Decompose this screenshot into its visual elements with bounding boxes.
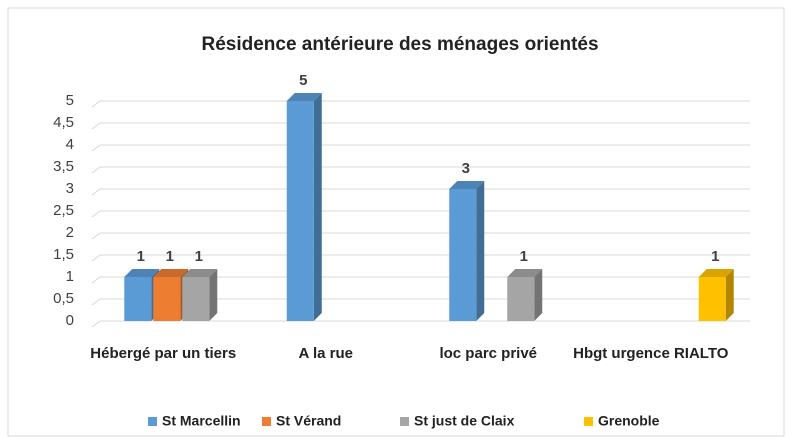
bar-top [449,181,485,189]
bar-side [313,93,322,321]
data-label: 1 [195,248,203,265]
bar-side [534,269,543,321]
bar [182,277,210,321]
bar-top [182,269,218,277]
bar-top [286,93,322,101]
y-tick-label: 3,5 [53,158,74,175]
y-tick-label: 2,5 [53,202,74,219]
x-tick-label: loc parc privé [439,345,538,362]
legend-label: St Vérand [276,413,341,429]
grid-line [91,166,750,174]
bar-top [124,269,160,277]
grid-line [91,188,750,196]
y-tick-label: 4,5 [53,114,74,131]
legend-label: St Marcellin [162,413,241,429]
chart-border [7,7,785,437]
bar [124,277,152,321]
data-label: 3 [462,160,470,177]
legend-label: Grenoble [598,413,660,429]
legend-label: St just de Claix [414,413,515,429]
chart-title: Résidence antérieure des ménages orienté… [201,34,598,55]
data-label: 5 [299,72,307,89]
data-label: 1 [166,248,174,265]
grid-line [91,210,750,218]
y-tick-label: 5 [66,92,74,109]
legend-swatch [400,417,409,426]
y-tick-label: 1 [66,268,74,285]
legend-swatch [262,417,271,426]
bar [153,277,181,321]
y-tick-label: 3 [66,180,74,197]
legend-swatch [584,417,593,426]
y-tick-label: 0 [66,312,74,329]
data-label: 1 [137,248,145,265]
bar-side [725,269,734,321]
grid-line [91,144,750,152]
y-tick-label: 4 [66,136,74,153]
x-tick-label: Hbgt urgence RIALTO [573,345,729,362]
bar-side [476,181,485,321]
bar-side [209,269,218,321]
bar [449,189,477,321]
bar [286,101,314,321]
x-tick-label: A la rue [298,345,353,362]
y-tick-label: 2 [66,224,74,241]
bar-top [153,269,189,277]
grid-line [91,100,750,108]
x-tick-label: Hébergé par un tiers [90,345,237,362]
grid-line [91,122,750,130]
legend-swatch [148,417,157,426]
y-tick-label: 1,5 [53,246,74,263]
grid-line [91,254,750,262]
grid-line [91,232,750,240]
bar-top [698,269,734,277]
data-label: 1 [711,248,719,265]
data-label: 1 [520,248,528,265]
y-tick-label: 0,5 [53,290,74,307]
bar-top [507,269,543,277]
bar [698,277,726,321]
bar [507,277,535,321]
